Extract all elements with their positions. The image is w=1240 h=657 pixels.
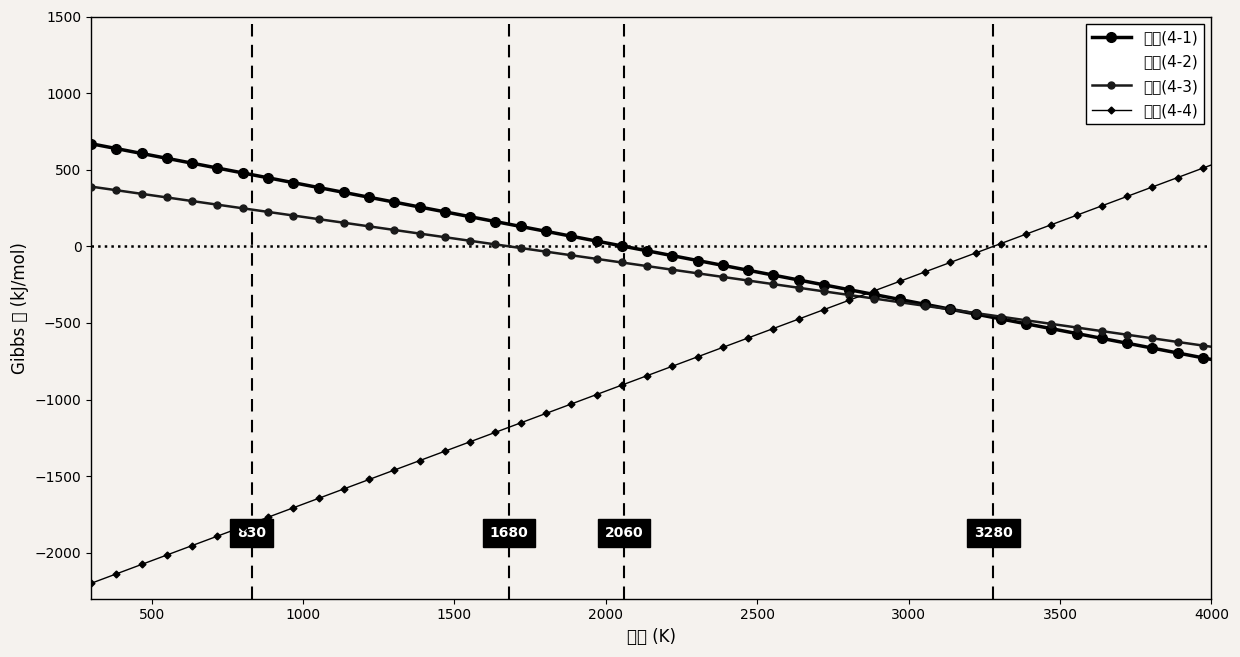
Text: 830: 830 xyxy=(237,526,267,540)
Legend: 公式(4-1), 公式(4-2), 公式(4-3), 公式(4-4): 公式(4-1), 公式(4-2), 公式(4-3), 公式(4-4) xyxy=(1086,24,1204,124)
Text: 1680: 1680 xyxy=(490,526,528,540)
Text: 3280: 3280 xyxy=(973,526,1013,540)
Y-axis label: Gibbs 能 (kJ/mol): Gibbs 能 (kJ/mol) xyxy=(11,242,29,374)
Text: 2060: 2060 xyxy=(605,526,644,540)
X-axis label: 温度 (K): 温度 (K) xyxy=(626,628,676,646)
